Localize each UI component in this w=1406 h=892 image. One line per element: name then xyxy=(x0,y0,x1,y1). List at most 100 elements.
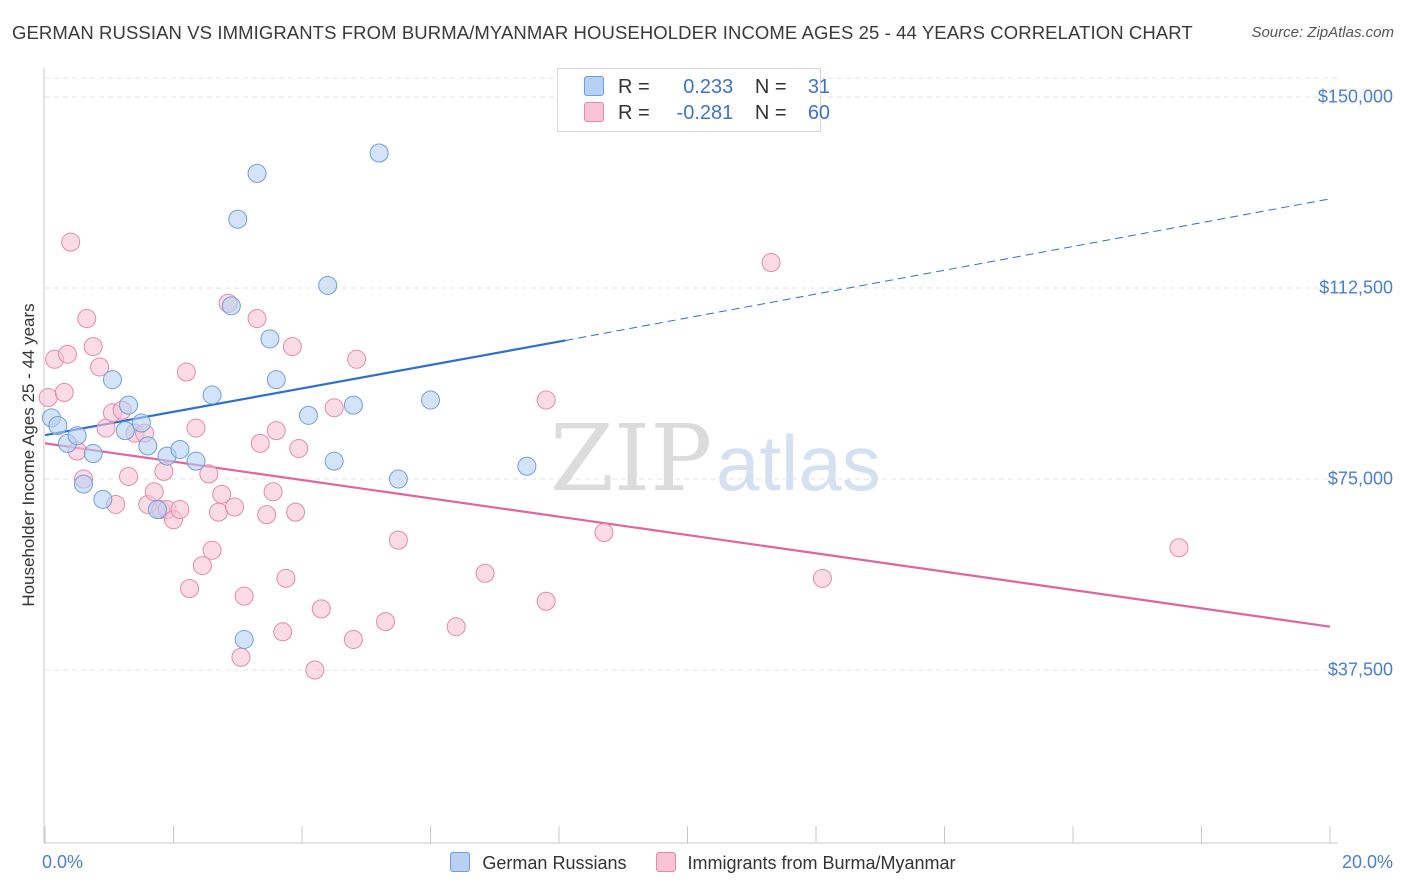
burma-point xyxy=(61,232,81,252)
burma-point xyxy=(231,647,251,667)
burma-point xyxy=(234,586,254,606)
legend-item-german-russians: German Russians xyxy=(450,852,626,874)
burma-point xyxy=(536,591,556,611)
burma-point xyxy=(186,418,206,438)
legend-swatch-blue xyxy=(450,852,471,872)
german-russians-trend-extension xyxy=(565,198,1331,341)
burma-point xyxy=(273,622,293,642)
german-russians-point xyxy=(83,444,103,464)
burma-trend-line xyxy=(44,442,1331,628)
legend-swatch-blue xyxy=(584,76,604,96)
german-russians-point xyxy=(131,413,151,433)
legend-row-german-russians: R = 0.233 N = 31 xyxy=(584,76,830,99)
german-russians-point xyxy=(247,163,267,183)
legend-item-burma: Immigrants from Burma/Myanmar xyxy=(655,852,956,874)
burma-point xyxy=(77,309,97,329)
burma-point xyxy=(376,612,396,632)
legend-r-label: R = xyxy=(618,76,650,98)
legend-series-name: Immigrants from Burma/Myanmar xyxy=(687,853,956,873)
burma-point xyxy=(812,568,832,588)
data-points xyxy=(38,143,1189,680)
german-russians-point xyxy=(147,500,167,520)
burma-point xyxy=(247,309,267,329)
burma-point xyxy=(266,421,286,441)
german-russians-point xyxy=(517,456,537,476)
burma-point xyxy=(347,349,367,369)
y-axis-label: Householder Income Ages 25 - 44 years xyxy=(19,303,38,607)
burma-point xyxy=(208,502,228,522)
burma-point xyxy=(192,556,212,576)
burma-point xyxy=(388,530,408,550)
legend-r-label: R = xyxy=(618,102,650,124)
legend-r-value: 0.233 xyxy=(683,76,734,98)
series-legend: German Russians Immigrants from Burma/My… xyxy=(0,852,1406,874)
burma-point xyxy=(1169,538,1189,558)
burma-point xyxy=(446,617,466,637)
burma-point xyxy=(305,660,325,680)
burma-point xyxy=(257,505,277,525)
burma-point xyxy=(761,253,781,273)
german-russians-point xyxy=(260,329,280,349)
german-russians-point xyxy=(74,474,94,494)
burma-point xyxy=(144,482,164,502)
burma-point xyxy=(202,540,222,560)
y-tick-label: $150,000 xyxy=(1317,86,1393,107)
burma-point xyxy=(536,390,556,410)
burma-point xyxy=(225,497,245,517)
legend-n-label: N = xyxy=(754,102,787,124)
gridlines xyxy=(45,77,1338,671)
german-russians-point xyxy=(369,143,389,163)
burma-point xyxy=(38,388,58,408)
german-russians-point xyxy=(67,426,87,446)
y-tick-label: $112,500 xyxy=(1319,277,1393,298)
german-russians-point xyxy=(234,629,254,649)
watermark-zip: ZIP xyxy=(550,405,712,512)
german-russians-point xyxy=(343,395,363,415)
axes xyxy=(43,68,1338,844)
burma-point xyxy=(289,438,309,458)
burma-point xyxy=(119,466,139,486)
german-russians-point xyxy=(266,370,286,390)
chart-title: GERMAN RUSSIAN VS IMMIGRANTS FROM BURMA/… xyxy=(12,22,1193,43)
german-russians-point xyxy=(115,421,135,441)
german-russians-point xyxy=(170,439,190,459)
burma-point xyxy=(90,357,110,377)
burma-point xyxy=(199,464,219,484)
burma-point xyxy=(286,502,306,522)
burma-point xyxy=(180,579,200,599)
german-russians-point xyxy=(228,209,248,229)
legend-r-value: -0.281 xyxy=(676,102,734,124)
german-russians-point xyxy=(93,489,113,509)
burma-point xyxy=(176,362,196,382)
source-label: Source: ZipAtlas.com xyxy=(1251,24,1394,41)
german-russians-point xyxy=(318,275,338,295)
burma-point xyxy=(250,433,270,453)
burma-point xyxy=(263,482,283,502)
legend-row-burma: R = -0.281 N = 60 xyxy=(584,102,830,125)
x-tick-label-max: 20.0% xyxy=(1341,852,1393,872)
watermark-atlas: atlas xyxy=(716,419,881,507)
german-russians-point xyxy=(324,451,344,471)
legend-series-name: German Russians xyxy=(482,853,627,873)
trend-lines xyxy=(44,198,1331,628)
legend-swatch-pink xyxy=(655,852,676,872)
burma-point xyxy=(324,398,344,418)
burma-point xyxy=(170,500,190,520)
german-russians-point xyxy=(186,451,206,471)
burma-point xyxy=(54,382,74,402)
watermark: ZIP atlas xyxy=(550,405,881,512)
correlation-legend: R = 0.233 N = 31 R = -0.281 N = 60 xyxy=(557,68,830,132)
german-russians-point xyxy=(48,416,68,436)
burma-point xyxy=(475,563,495,583)
german-russians-trend-line xyxy=(44,339,566,437)
legend-n-value: 60 xyxy=(807,102,831,124)
x-tick-label-min: 0.0% xyxy=(42,852,84,872)
burma-point xyxy=(276,568,296,588)
y-tick-label: $37,500 xyxy=(1327,659,1393,680)
burma-point xyxy=(212,484,232,504)
y-tick-label: $75,000 xyxy=(1327,468,1393,489)
german-russians-point xyxy=(421,390,440,410)
burma-point xyxy=(282,337,302,357)
german-russians-point xyxy=(119,395,139,415)
